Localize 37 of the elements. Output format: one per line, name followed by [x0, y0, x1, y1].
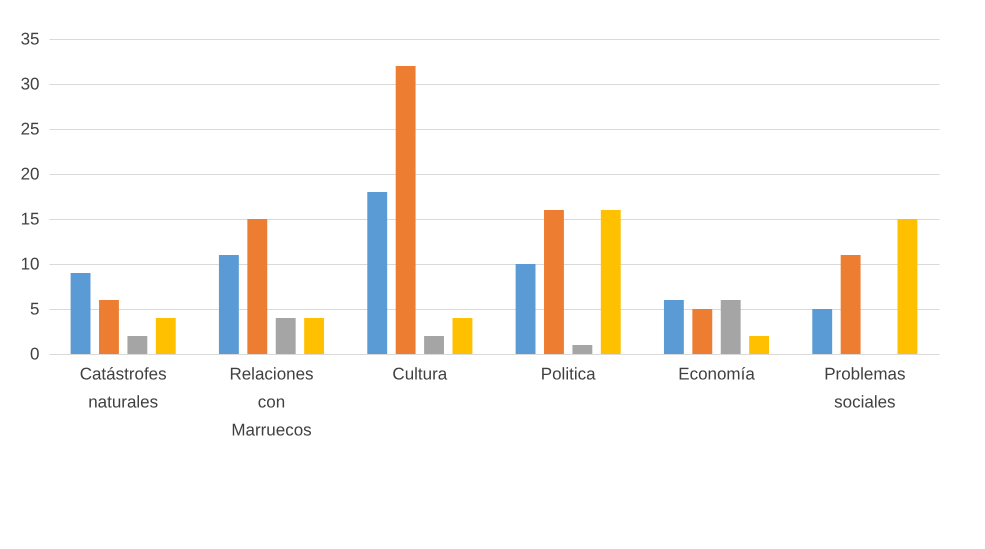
bar [367, 192, 388, 354]
bar [664, 300, 684, 354]
bar [692, 309, 712, 354]
bar [99, 300, 119, 354]
bar [600, 210, 621, 354]
y-tick-label: 10 [20, 254, 40, 274]
bar [516, 264, 536, 354]
bar [304, 318, 324, 354]
bar [898, 219, 918, 354]
y-tick-label: 0 [30, 344, 40, 364]
y-tick-label: 5 [30, 300, 40, 318]
bar [396, 66, 416, 354]
y-tick-label: 15 [20, 210, 40, 228]
bar [424, 336, 444, 354]
bar [572, 345, 592, 354]
x-tick-label: Cultura [392, 364, 448, 384]
bar [840, 255, 861, 354]
y-tick-label: 30 [20, 74, 40, 94]
bar [276, 318, 296, 354]
bar [247, 219, 268, 354]
y-tick-label: 25 [20, 120, 40, 138]
x-tick-label: Politica [540, 364, 596, 384]
bar [452, 318, 472, 354]
x-tick-label: Relaciones con Marruecos [229, 364, 314, 440]
bar [156, 318, 176, 354]
bar [812, 309, 832, 354]
bar [127, 336, 148, 354]
bar [749, 336, 770, 354]
bar [544, 210, 564, 354]
y-tick-label: 20 [20, 164, 40, 184]
x-tick-label: Catástrofes naturales [80, 364, 167, 412]
x-tick-label: Economía [678, 364, 756, 384]
y-tick-label: 35 [20, 30, 40, 48]
bar [70, 273, 90, 354]
bar [720, 300, 741, 354]
x-tick-label: Problemas sociales [824, 364, 906, 412]
bar [218, 255, 239, 354]
